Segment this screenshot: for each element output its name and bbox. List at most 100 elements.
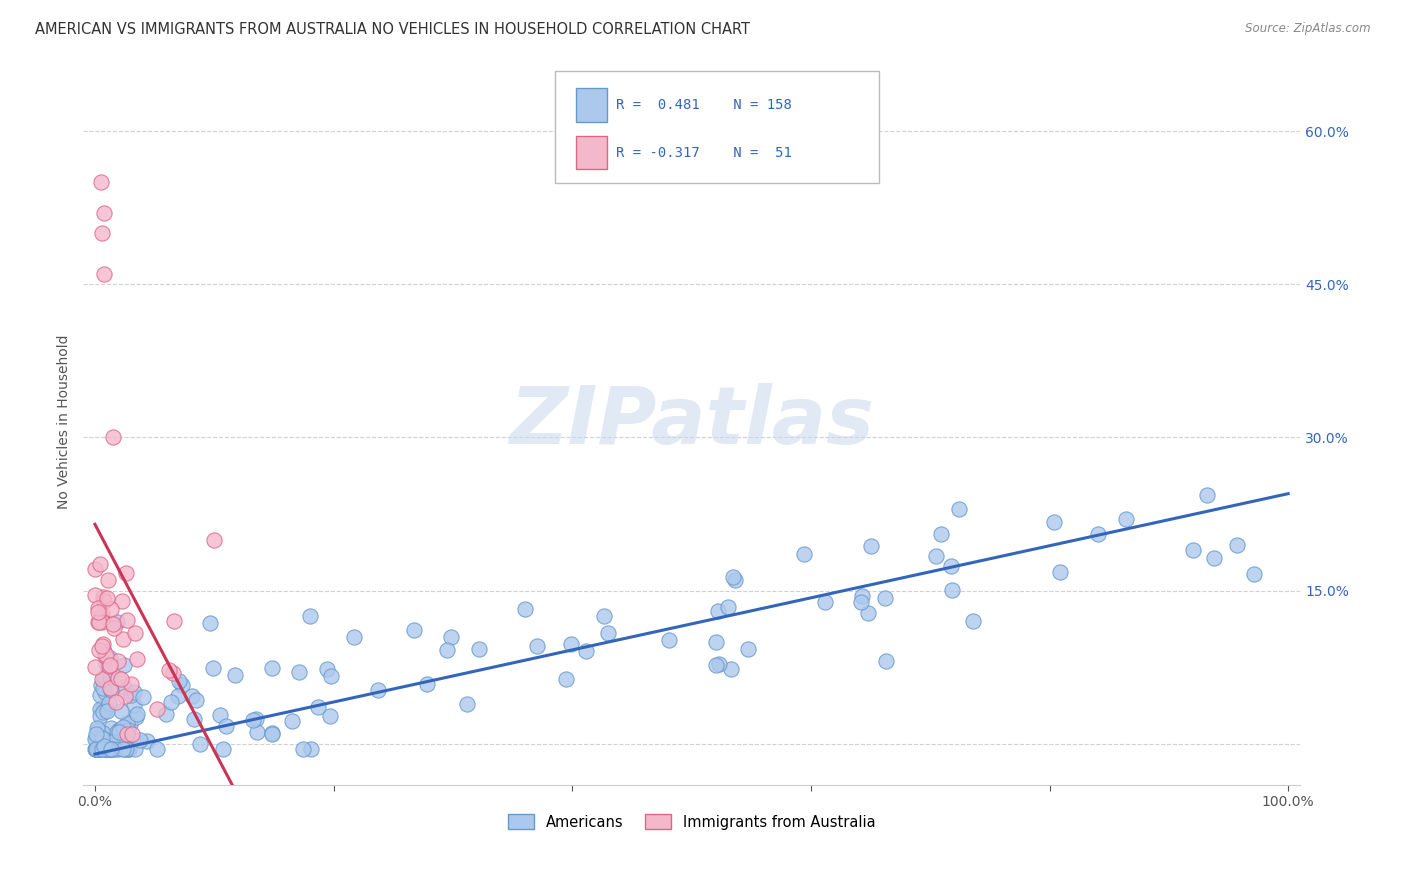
Point bbox=[1087, 527, 1109, 541]
Point bbox=[456, 697, 478, 711]
Point bbox=[658, 632, 681, 647]
Point bbox=[939, 559, 962, 574]
Text: R =  0.481    N = 158: R = 0.481 N = 158 bbox=[616, 98, 792, 112]
Point bbox=[108, 723, 131, 737]
Point bbox=[91, 726, 114, 740]
Point bbox=[93, 594, 115, 608]
Point bbox=[94, 733, 117, 747]
Point bbox=[416, 677, 439, 691]
Point bbox=[127, 706, 149, 721]
Point bbox=[105, 724, 128, 739]
Point bbox=[468, 641, 491, 656]
Point bbox=[91, 681, 114, 695]
Point bbox=[181, 689, 204, 703]
Point bbox=[856, 607, 879, 621]
Point bbox=[120, 688, 142, 702]
Point bbox=[89, 709, 111, 723]
Point bbox=[211, 742, 233, 756]
Point bbox=[343, 630, 366, 644]
Point bbox=[110, 704, 132, 718]
Point bbox=[814, 595, 837, 609]
Point bbox=[91, 699, 114, 714]
Point bbox=[89, 742, 111, 756]
Point bbox=[120, 717, 142, 731]
Point bbox=[100, 601, 122, 615]
Point bbox=[1202, 550, 1225, 565]
Point bbox=[321, 669, 343, 683]
Point bbox=[167, 673, 190, 688]
Point bbox=[962, 614, 984, 628]
Point bbox=[94, 685, 117, 699]
Point bbox=[110, 672, 132, 686]
Point bbox=[86, 721, 108, 735]
Text: Source: ZipAtlas.com: Source: ZipAtlas.com bbox=[1246, 22, 1371, 36]
Point bbox=[94, 703, 117, 717]
Point bbox=[111, 594, 134, 608]
Point bbox=[707, 657, 730, 672]
Point bbox=[107, 654, 129, 668]
Point bbox=[260, 727, 283, 741]
Point bbox=[97, 658, 120, 673]
Point bbox=[98, 742, 121, 756]
Point bbox=[117, 723, 139, 738]
Point bbox=[717, 599, 740, 614]
Point bbox=[298, 608, 321, 623]
Point bbox=[201, 661, 224, 675]
Point bbox=[98, 681, 121, 696]
Point bbox=[115, 715, 138, 730]
Point bbox=[367, 683, 389, 698]
Point bbox=[101, 742, 124, 756]
Point bbox=[96, 657, 118, 671]
Point bbox=[96, 742, 118, 756]
Point bbox=[281, 714, 304, 728]
Point bbox=[98, 696, 121, 710]
Point bbox=[84, 727, 107, 741]
Point bbox=[98, 742, 121, 756]
Point bbox=[704, 635, 727, 649]
Point bbox=[84, 730, 107, 744]
Point bbox=[526, 640, 548, 654]
Point bbox=[925, 549, 948, 563]
Point bbox=[103, 621, 125, 635]
Point bbox=[97, 742, 120, 756]
Point bbox=[87, 642, 110, 657]
Point bbox=[793, 547, 815, 561]
Point bbox=[96, 742, 118, 756]
Point bbox=[93, 670, 115, 684]
Point bbox=[89, 557, 111, 571]
Point bbox=[132, 690, 155, 704]
Point bbox=[96, 648, 118, 663]
Point bbox=[97, 573, 120, 587]
Point bbox=[91, 640, 114, 654]
Point bbox=[941, 582, 963, 597]
Point bbox=[121, 727, 143, 741]
Point bbox=[104, 742, 127, 756]
Point bbox=[596, 626, 619, 640]
Point bbox=[84, 731, 107, 746]
Point bbox=[208, 707, 231, 722]
Point bbox=[124, 709, 146, 723]
Point bbox=[1195, 488, 1218, 502]
Y-axis label: No Vehicles in Household: No Vehicles in Household bbox=[58, 334, 72, 509]
Point bbox=[84, 742, 107, 756]
Point bbox=[101, 742, 124, 756]
Point bbox=[87, 742, 110, 756]
Point bbox=[307, 699, 329, 714]
Point bbox=[100, 721, 122, 735]
Point bbox=[592, 608, 614, 623]
Point bbox=[89, 688, 111, 702]
Point bbox=[188, 737, 211, 751]
Point bbox=[129, 733, 152, 747]
Point bbox=[724, 573, 747, 587]
Point bbox=[93, 739, 115, 754]
Point bbox=[124, 625, 146, 640]
Point bbox=[91, 705, 114, 719]
Point bbox=[89, 702, 111, 716]
Text: R = -0.317    N =  51: R = -0.317 N = 51 bbox=[616, 145, 792, 160]
Point bbox=[101, 616, 124, 631]
Point bbox=[136, 734, 159, 748]
Point bbox=[107, 735, 129, 749]
Point bbox=[100, 742, 122, 756]
Point bbox=[115, 566, 138, 581]
Point bbox=[1181, 543, 1204, 558]
